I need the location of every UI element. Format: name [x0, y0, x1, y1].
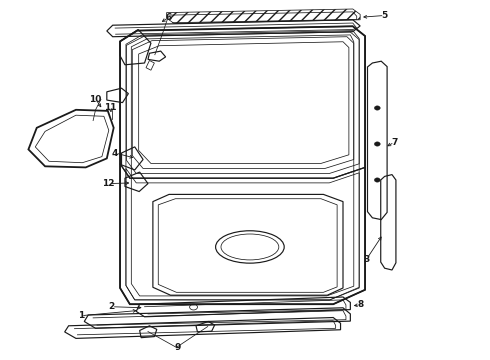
Text: 9: 9 [174, 343, 181, 352]
Circle shape [374, 106, 380, 110]
Polygon shape [167, 9, 360, 23]
Text: 12: 12 [102, 179, 115, 188]
Text: 2: 2 [109, 302, 115, 311]
Text: 7: 7 [391, 138, 398, 147]
Text: 1: 1 [78, 311, 84, 320]
Text: 4: 4 [112, 148, 119, 158]
Text: 10: 10 [89, 94, 102, 104]
Text: 3: 3 [364, 255, 369, 264]
Circle shape [374, 142, 380, 146]
Circle shape [374, 178, 380, 182]
Text: 8: 8 [357, 300, 363, 310]
Text: 11: 11 [104, 104, 117, 112]
Text: 6: 6 [166, 13, 172, 22]
Text: 5: 5 [382, 11, 388, 20]
